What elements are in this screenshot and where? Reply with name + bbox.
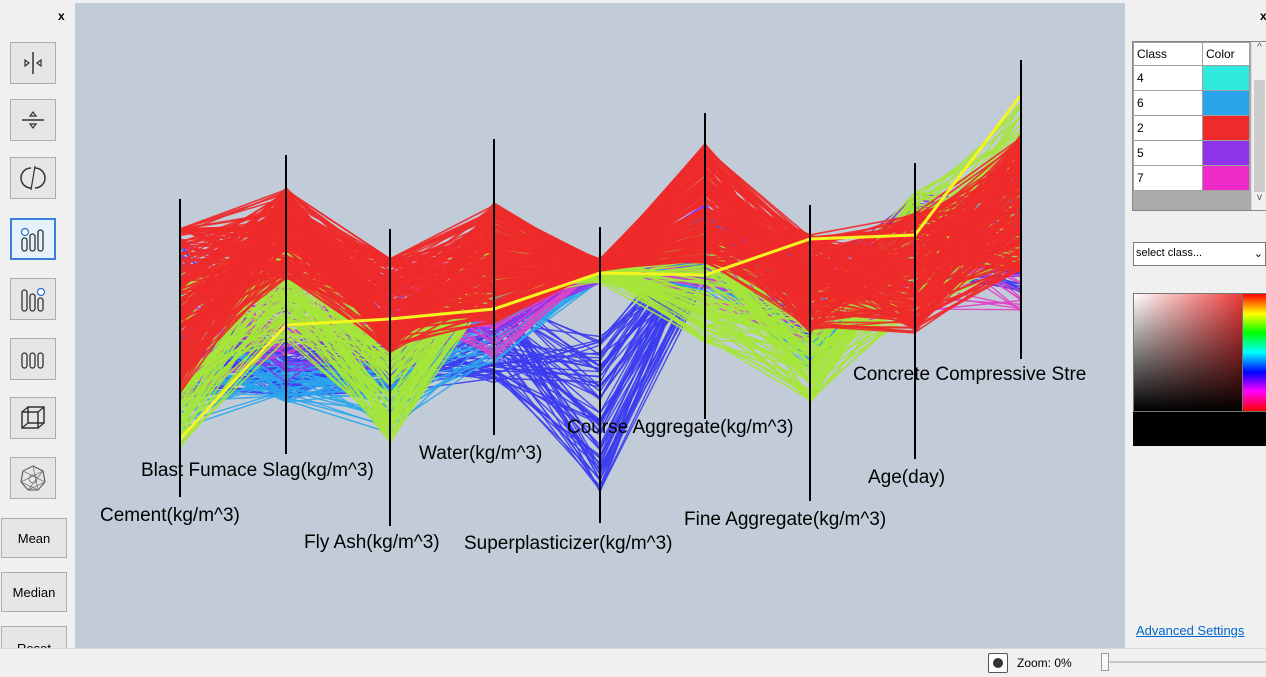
vertical-resize-button[interactable] <box>10 99 56 141</box>
color-swatch-cell[interactable] <box>1202 165 1250 191</box>
median-button[interactable]: Median <box>1 572 67 612</box>
close-right-panel-icon[interactable]: x <box>1260 9 1266 23</box>
select-class-dropdown[interactable]: select class... ⌄ <box>1133 242 1266 266</box>
zoom-slider-thumb[interactable] <box>1101 653 1109 671</box>
rotate-icon <box>20 165 46 191</box>
advanced-settings-link[interactable]: Advanced Settings <box>1136 623 1245 638</box>
plot-canvas[interactable]: Cement(kg/m^3) Blast Fumace Slag(kg/m^3) F… <box>75 3 1125 648</box>
axis-label: Fly Ash(kg/m^3) <box>304 532 440 553</box>
class-cell: 2 <box>1133 115 1203 141</box>
reset-button[interactable]: Reset <box>1 626 67 648</box>
class-row[interactable]: 4 <box>1133 65 1250 91</box>
color-swatch-cell[interactable] <box>1202 115 1250 141</box>
zoom-reset-button[interactable] <box>988 653 1008 673</box>
color-swatch-cell[interactable] <box>1202 65 1250 91</box>
mean-button[interactable]: Mean <box>1 518 67 558</box>
color-swatch-cell[interactable] <box>1202 90 1250 116</box>
class-cell: 6 <box>1133 90 1203 116</box>
shift-axes-left-icon <box>20 227 44 252</box>
vertical-resize-icon <box>22 111 44 129</box>
hue-slider[interactable] <box>1242 293 1266 412</box>
close-left-panel-icon[interactable]: x <box>58 9 65 23</box>
selected-color-preview <box>1133 412 1266 446</box>
axis-label: Superplasticizer(kg/m^3) <box>464 533 672 554</box>
3d-cube-icon <box>21 406 45 429</box>
scroll-down-icon[interactable]: v <box>1257 192 1262 203</box>
color-swatch-cell[interactable] <box>1202 140 1250 166</box>
axis-label: Concrete Compressive Stre <box>853 364 1086 385</box>
zoom-level: Zoom: 0% <box>1017 656 1072 670</box>
class-row[interactable]: 2 <box>1133 115 1250 141</box>
3d-cube-button[interactable] <box>10 397 56 439</box>
class-cell: 7 <box>1133 165 1203 191</box>
scroll-up-icon[interactable]: ^ <box>1257 42 1262 53</box>
horizontal-resize-icon <box>24 52 42 74</box>
shift-axes-right-icon <box>21 287 46 312</box>
parallel-coordinates-plot[interactable]: Cement(kg/m^3) Blast Fumace Slag(kg/m^3) F… <box>75 3 1125 648</box>
axis-label: Water(kg/m^3) <box>419 443 542 464</box>
equal-axes-button[interactable] <box>10 338 56 380</box>
axis-label: Age(day) <box>868 467 945 488</box>
axis-label: Cement(kg/m^3) <box>100 505 240 526</box>
color-picker-gradient[interactable] <box>1133 293 1252 412</box>
shift-axes-left-button[interactable] <box>10 218 56 260</box>
scroll-thumb[interactable] <box>1254 80 1265 192</box>
class-row[interactable]: 6 <box>1133 90 1250 116</box>
zoom-target-icon <box>993 658 1003 668</box>
class-row[interactable]: 5 <box>1133 140 1250 166</box>
axis-label: Fine Aggregate(kg/m^3) <box>684 509 886 530</box>
status-bar: Zoom: 0% <box>0 648 1266 677</box>
equal-axes-icon <box>21 352 44 369</box>
class-cell: 4 <box>1133 65 1203 91</box>
left-toolbar: x <box>0 0 75 648</box>
table-scrollbar[interactable]: ^ v <box>1251 42 1266 210</box>
color-column-header: Color <box>1202 42 1250 66</box>
axis-label: Course Aggregate(kg/m^3) <box>567 417 793 438</box>
horizontal-resize-button[interactable] <box>10 42 56 84</box>
class-cell: 5 <box>1133 140 1203 166</box>
class-column-header: Class <box>1133 42 1203 66</box>
zoom-slider-track[interactable] <box>1106 661 1266 663</box>
shift-axes-right-button[interactable] <box>10 278 56 320</box>
star-plot-button[interactable] <box>10 457 56 499</box>
chevron-down-icon: ⌄ <box>1253 248 1263 260</box>
class-row[interactable]: 7 <box>1133 165 1250 191</box>
axis-label: Blast Fumace Slag(kg/m^3) <box>141 460 374 481</box>
select-class-value: select class... <box>1136 247 1203 259</box>
star-plot-icon <box>20 465 46 491</box>
rotate-button[interactable] <box>10 157 56 199</box>
